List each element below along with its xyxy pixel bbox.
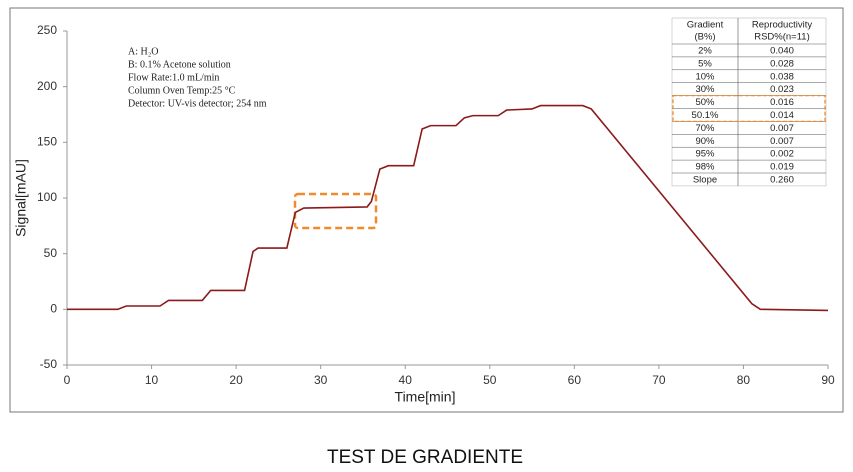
table-cell: 98% [695, 162, 715, 173]
annotation: Detector: UV-vis detector; 254 nm [128, 98, 267, 109]
y-tick-label: -50 [40, 357, 58, 371]
annotation: Flow Rate:1.0 mL/min [128, 72, 219, 83]
x-tick-label: 50 [483, 373, 497, 387]
table-cell: 0.019 [770, 162, 794, 173]
x-tick-label: 30 [314, 373, 328, 387]
y-tick-label: 50 [44, 246, 58, 260]
table-cell: 0.016 [770, 97, 794, 108]
table-cell: 0.038 [770, 71, 794, 82]
table-cell: 5% [698, 58, 712, 69]
x-tick-label: 40 [399, 373, 413, 387]
y-tick-label: 250 [37, 23, 57, 37]
table-header: Gradient [687, 20, 724, 31]
table-cell: 0.028 [770, 58, 794, 69]
highlight-box [293, 192, 378, 230]
y-tick-label: 0 [50, 302, 57, 316]
table-cell: 50% [695, 97, 715, 108]
table-cell: 95% [695, 149, 715, 160]
table-cell: 10% [695, 71, 715, 82]
table-cell: 0.007 [770, 123, 794, 134]
table-header: RSD%(n=11) [754, 32, 810, 43]
x-tick-label: 20 [229, 373, 243, 387]
table-header: (B%) [694, 32, 715, 43]
table-cell: 70% [695, 123, 715, 134]
annotation: B: 0.1% Acetone solution [128, 59, 231, 70]
y-axis-label: Signal[mAU] [13, 159, 29, 237]
y-tick-label: 150 [37, 135, 57, 149]
x-tick-label: 60 [568, 373, 582, 387]
table-cell: 0.260 [770, 174, 794, 185]
caption: TEST DE GRADIENTE [327, 447, 523, 468]
x-tick-label: 10 [145, 373, 159, 387]
x-tick-label: 0 [64, 373, 71, 387]
table-cell: 50.1% [692, 110, 719, 121]
x-tick-label: 80 [737, 373, 751, 387]
table-cell: 0.007 [770, 136, 794, 147]
table-frame [671, 17, 827, 187]
table-cell: 0.040 [770, 45, 794, 56]
x-tick-label: 90 [821, 373, 835, 387]
table-cell: 90% [695, 136, 715, 147]
data-line [67, 104, 829, 312]
y-tick-label: 100 [37, 190, 57, 204]
table-cell: 0.023 [770, 84, 794, 95]
annotation: A: H₂O [128, 46, 158, 57]
x-tick-label: 70 [652, 373, 666, 387]
table-cell: 30% [695, 84, 715, 95]
annotation: Column Oven Temp:25 °C [128, 85, 236, 96]
table-cell: Slope [693, 174, 717, 185]
table-cell: 0.002 [770, 149, 794, 160]
x-axis-label: Time[min] [395, 389, 456, 405]
y-tick-label: 200 [37, 79, 57, 93]
table-cell: 0.014 [770, 110, 794, 121]
table-cell: 2% [698, 45, 712, 56]
table-highlight [672, 94, 826, 122]
table-header: Reproductivity [752, 20, 812, 31]
